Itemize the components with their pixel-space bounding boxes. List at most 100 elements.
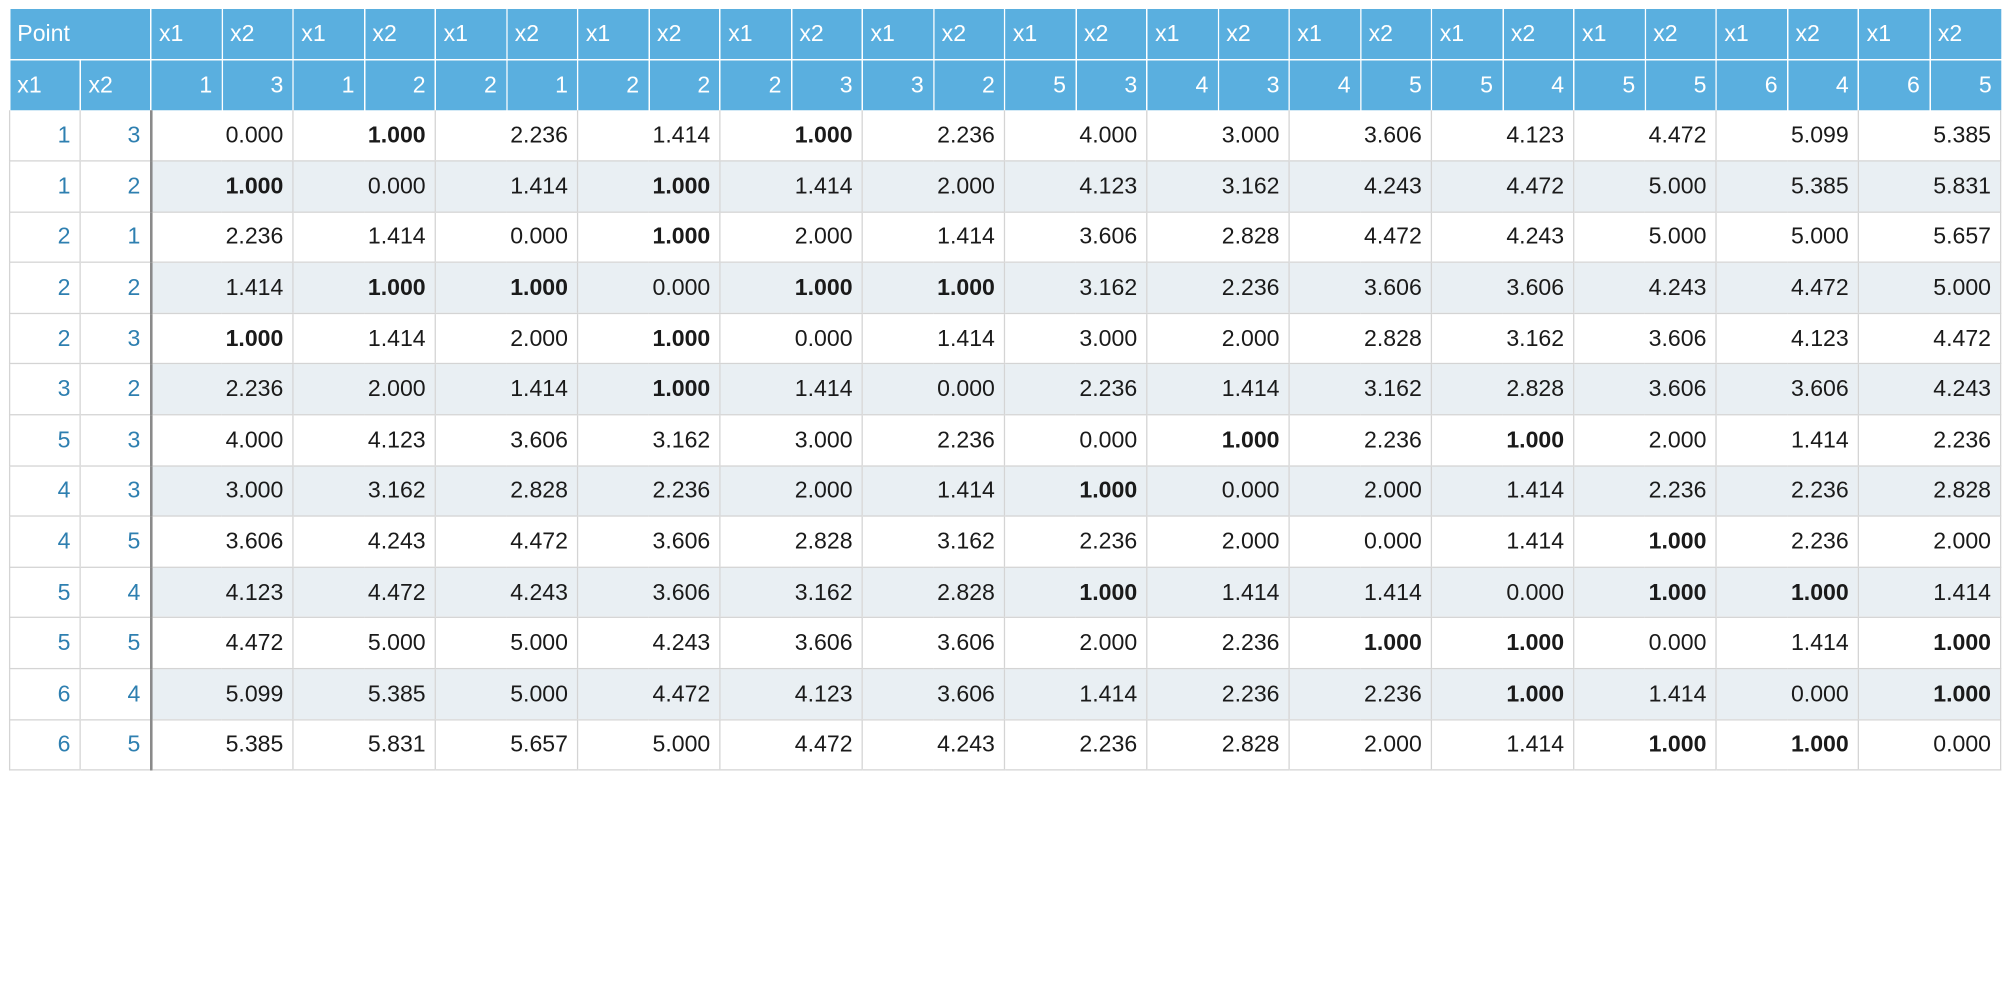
distance-cell: 1.000: [719, 110, 863, 162]
distance-cell: 2.828: [434, 465, 578, 517]
distance-cell: 1.414: [861, 211, 1005, 264]
distance-cell: 3.162: [292, 465, 436, 517]
distance-cell: 2.828: [1288, 313, 1432, 365]
distance-cell: 0.000: [149, 110, 293, 162]
column-coord-label: x1: [576, 8, 649, 61]
distance-cell: 1.000: [1857, 668, 2002, 721]
distance-cell: 3.606: [861, 668, 1005, 721]
distance-cell: 4.123: [149, 567, 293, 619]
distance-cell: 5.000: [1573, 161, 1717, 213]
distance-cell: 1.000: [292, 110, 436, 162]
distance-cell: 5.000: [1573, 211, 1717, 264]
distance-cell: 2.000: [1146, 516, 1290, 568]
distance-cell: 0.000: [861, 364, 1005, 416]
column-point-x1: 5: [1430, 59, 1503, 111]
distance-cell: 2.236: [1003, 364, 1147, 416]
row-point-x1: 2: [8, 313, 81, 365]
distance-cell: 2.236: [1146, 668, 1290, 721]
distance-cell: 5.000: [434, 668, 578, 721]
column-point-x2: 2: [648, 59, 720, 111]
distance-cell: 5.385: [292, 668, 436, 721]
distance-cell: 5.000: [576, 719, 720, 771]
distance-cell: 2.236: [1857, 414, 2002, 467]
column-coord-label: x2: [932, 8, 1005, 61]
distance-cell: 2.236: [1573, 465, 1717, 517]
distance-cell: 1.414: [292, 211, 436, 264]
distance-cell: 2.000: [434, 313, 578, 365]
row-point-x1: 1: [8, 161, 81, 213]
distance-cell: 4.472: [292, 567, 436, 619]
distance-cell: 1.000: [576, 364, 720, 416]
distance-cell: 2.236: [434, 110, 578, 162]
distance-cell: 1.414: [1146, 567, 1290, 619]
column-coord-label: x1: [719, 8, 792, 61]
point-column-header: Point: [9, 8, 151, 61]
column-point-x2: 3: [790, 59, 863, 111]
column-coord-label: x2: [790, 8, 863, 61]
distance-cell: 2.236: [1288, 668, 1432, 721]
distance-cell: 3.162: [1288, 364, 1432, 416]
distance-cell: 1.000: [1430, 617, 1574, 670]
distance-cell: 1.000: [434, 262, 578, 314]
table-row: 6 5 5.385 5.831 5.657 5.000 4.472 4.243 2.236 2.8…: [8, 719, 2002, 771]
column-coord-label: x1: [1288, 8, 1361, 61]
column-coord-label: x1: [150, 8, 222, 61]
column-point-x1: 4: [1288, 59, 1361, 111]
distance-cell: 4.243: [861, 719, 1005, 771]
distance-cell: 1.414: [719, 161, 863, 213]
column-point-x1: 2: [719, 59, 792, 111]
distance-cell: 3.606: [1573, 364, 1717, 416]
distance-cell: 3.606: [576, 567, 720, 619]
table-row: 4 5 3.606 4.243 4.472 3.606 2.828 3.162 2.236 2.0…: [8, 516, 2002, 568]
column-coord-label: x2: [1217, 8, 1290, 61]
distance-cell: 4.472: [149, 617, 293, 670]
distance-cell: 5.000: [434, 617, 578, 670]
distance-cell: 1.414: [861, 465, 1005, 517]
distance-cell: 3.606: [861, 617, 1005, 670]
distance-cell: 2.236: [1003, 719, 1147, 771]
distance-cell: 3.000: [1146, 110, 1290, 162]
distance-cell: 4.472: [1430, 161, 1574, 213]
column-point-x2: 3: [221, 59, 293, 111]
distance-cell: 2.828: [1146, 211, 1290, 264]
column-coord-label: x1: [1573, 8, 1645, 61]
distance-cell: 2.236: [1003, 516, 1147, 568]
distance-cell: 1.414: [292, 313, 436, 365]
distance-cell: 1.000: [719, 262, 863, 314]
row-point-x1: 5: [8, 567, 81, 619]
column-point-x1: 2: [576, 59, 649, 111]
distance-cell: 3.606: [576, 516, 720, 568]
column-point-x2: 3: [1217, 59, 1290, 111]
distance-cell: 2.828: [1857, 465, 2002, 517]
distance-cell: 3.162: [576, 414, 720, 467]
distance-cell: 3.606: [1003, 211, 1147, 264]
distance-cell: 1.000: [1003, 465, 1147, 517]
distance-cell: 0.000: [1430, 567, 1574, 619]
distance-cell: 4.243: [292, 516, 436, 568]
row-point-x2: 3: [79, 414, 151, 467]
column-point-x2: 5: [1359, 59, 1432, 111]
distance-cell: 4.472: [1288, 211, 1432, 264]
distance-cell: 2.236: [1715, 516, 1859, 568]
column-point-x2: 2: [363, 59, 436, 111]
column-coord-label: x1: [1146, 8, 1218, 61]
distance-cell: 2.236: [861, 414, 1005, 467]
distance-cell: 0.000: [292, 161, 436, 213]
row-point-x1: 2: [8, 211, 81, 264]
table-row: 1 3 0.000 1.000 2.236 1.414 1.000 2.236 4.000 3.0…: [8, 110, 2002, 162]
x2-column-header: x2: [79, 59, 151, 111]
distance-cell: 1.414: [149, 262, 293, 314]
column-coord-label: x2: [1928, 8, 2001, 61]
distance-cell: 1.414: [1430, 719, 1574, 771]
distance-cell: 1.414: [1003, 668, 1147, 721]
column-coord-label: x2: [505, 8, 578, 61]
distance-cell: 3.606: [1573, 313, 1717, 365]
distance-cell: 2.000: [1288, 719, 1432, 771]
row-point-x2: 4: [79, 668, 151, 721]
distance-cell: 5.385: [149, 719, 293, 771]
distance-cell: 1.414: [1430, 516, 1574, 568]
distance-cell: 2.000: [1573, 414, 1717, 467]
table-row: 4 3 3.000 3.162 2.828 2.236 2.000 1.414 1.000 0.0…: [8, 465, 2002, 517]
distance-cell: 4.472: [1857, 313, 2002, 365]
distance-cell: 2.828: [861, 567, 1005, 619]
